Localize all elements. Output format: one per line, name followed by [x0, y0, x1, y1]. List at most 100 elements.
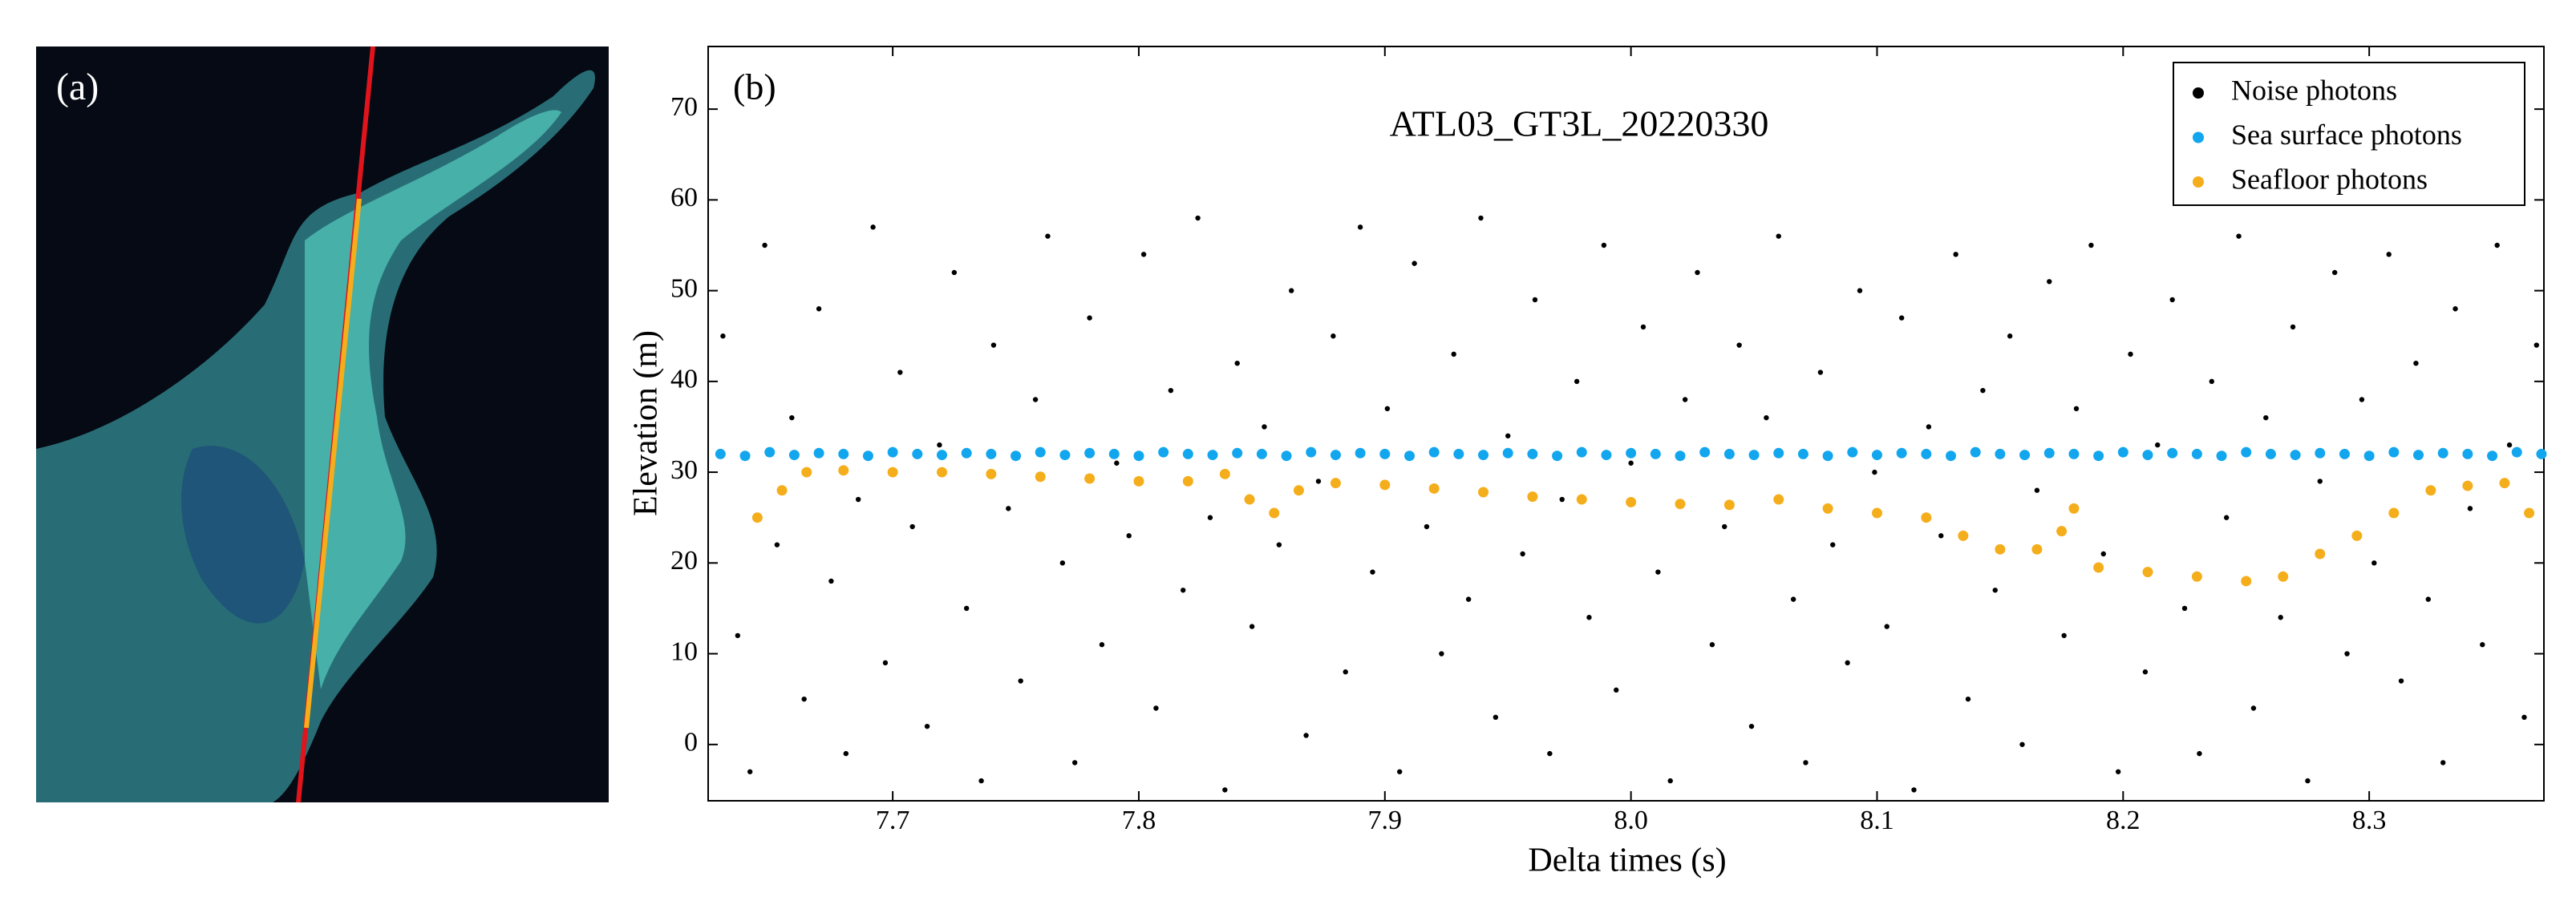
photon-point: [1995, 448, 2006, 459]
photon-point: [2351, 530, 2363, 541]
photon-point: [1992, 588, 1998, 593]
photon-point: [1343, 669, 1348, 675]
photon-point: [1938, 533, 1944, 539]
photon-point: [788, 450, 800, 461]
chart-title: ATL03_GT3L_20220330: [1390, 103, 1769, 144]
photon-point: [1576, 494, 1587, 505]
photon-point: [882, 660, 889, 666]
photon-point: [1232, 447, 1243, 459]
photon-point: [1180, 588, 1186, 593]
photon-point: [1293, 485, 1304, 496]
photon-point: [1222, 787, 1228, 793]
photon-point: [986, 448, 997, 459]
photon-point: [2115, 769, 2121, 774]
photon-point: [1439, 651, 1444, 656]
photon-point: [1126, 533, 1132, 539]
photon-point: [1370, 569, 1375, 575]
photon-point: [1722, 523, 1727, 530]
photon-point: [2331, 269, 2338, 276]
photon-point: [2216, 450, 2227, 462]
photon-point: [2061, 632, 2067, 639]
reef-flat: [305, 110, 561, 689]
photon-point: [1133, 475, 1144, 487]
photon-point: [838, 465, 849, 476]
photon-point: [1797, 448, 1808, 459]
x-tick-label: 8.2: [2106, 806, 2141, 835]
photon-point: [1357, 224, 1363, 230]
photon-point: [813, 447, 824, 459]
photon-point: [2425, 596, 2431, 602]
photon-point: [1505, 433, 1511, 438]
x-tick-label: 7.7: [876, 806, 910, 835]
photon-point: [1281, 450, 1292, 462]
photon-point: [1059, 560, 1066, 566]
photon-point: [2388, 507, 2400, 519]
photon-point: [986, 468, 997, 479]
photon-point: [1576, 446, 1587, 458]
track-segment: [304, 198, 362, 729]
photon-point: [1502, 447, 1513, 459]
photon-point: [1830, 542, 1836, 547]
photon-point: [2467, 506, 2473, 511]
photon-point: [1709, 642, 1715, 648]
photon-point: [2181, 605, 2188, 612]
photon-point: [1397, 769, 1403, 774]
photon-point: [1552, 450, 1563, 462]
photon-point: [1926, 424, 1932, 430]
photon-point: [1958, 530, 1969, 541]
photon-point: [1520, 551, 1525, 557]
photon-point: [762, 242, 768, 248]
photon-point: [1921, 448, 1932, 459]
photon-point: [2142, 567, 2153, 578]
photon-point: [2437, 447, 2448, 459]
photon-point: [2536, 448, 2547, 459]
photon-point: [2007, 333, 2013, 339]
photon-point: [1845, 660, 1850, 666]
x-axis-label: Delta times (s): [1528, 842, 1726, 879]
photon-point: [1018, 678, 1023, 684]
photon-point: [2019, 450, 2031, 461]
photon-point: [936, 467, 947, 478]
photon-point: [897, 370, 903, 375]
photon-point: [1158, 446, 1169, 458]
legend-label: Noise photons: [2231, 74, 2397, 106]
photon-point: [2263, 414, 2269, 421]
photon-point: [1822, 503, 1833, 514]
photon-point: [1532, 297, 1538, 303]
photon-point: [1219, 468, 1230, 479]
photon-point: [747, 769, 753, 774]
photon-point: [2278, 615, 2283, 620]
legend-marker: [2193, 131, 2204, 143]
photon-point: [1695, 269, 1700, 276]
photon-point: [2241, 446, 2252, 458]
photon-point: [1424, 523, 1430, 530]
photon-point: [1946, 450, 1957, 462]
photon-point: [1168, 387, 1174, 394]
photon-point: [2413, 360, 2419, 366]
photon-point: [990, 342, 997, 348]
photon-point: [1453, 448, 1464, 459]
photon-point: [1626, 496, 1637, 507]
photon-point: [2398, 678, 2404, 684]
photon-point: [1330, 450, 1341, 461]
photon-point: [1803, 760, 1808, 766]
photon-point: [1682, 397, 1688, 402]
photon-point: [1559, 496, 1565, 503]
legend-label: Sea surface photons: [2231, 119, 2462, 151]
photon-point: [1675, 499, 1686, 510]
photon-point: [1723, 448, 1735, 459]
photon-point: [1493, 714, 1499, 721]
photon-point: [2359, 397, 2365, 402]
photon-point: [2462, 480, 2473, 491]
photon-point: [2169, 297, 2175, 303]
photon-point: [1195, 215, 1201, 221]
photon-point: [2413, 450, 2424, 461]
photon-point: [1289, 288, 1294, 293]
photon-point: [764, 446, 776, 458]
photon-point: [1303, 733, 1309, 738]
photon-point: [1035, 471, 1046, 483]
photon-point: [978, 778, 984, 784]
lagoon: [181, 446, 305, 624]
photon-point: [2128, 351, 2133, 358]
photon-point: [855, 496, 861, 503]
